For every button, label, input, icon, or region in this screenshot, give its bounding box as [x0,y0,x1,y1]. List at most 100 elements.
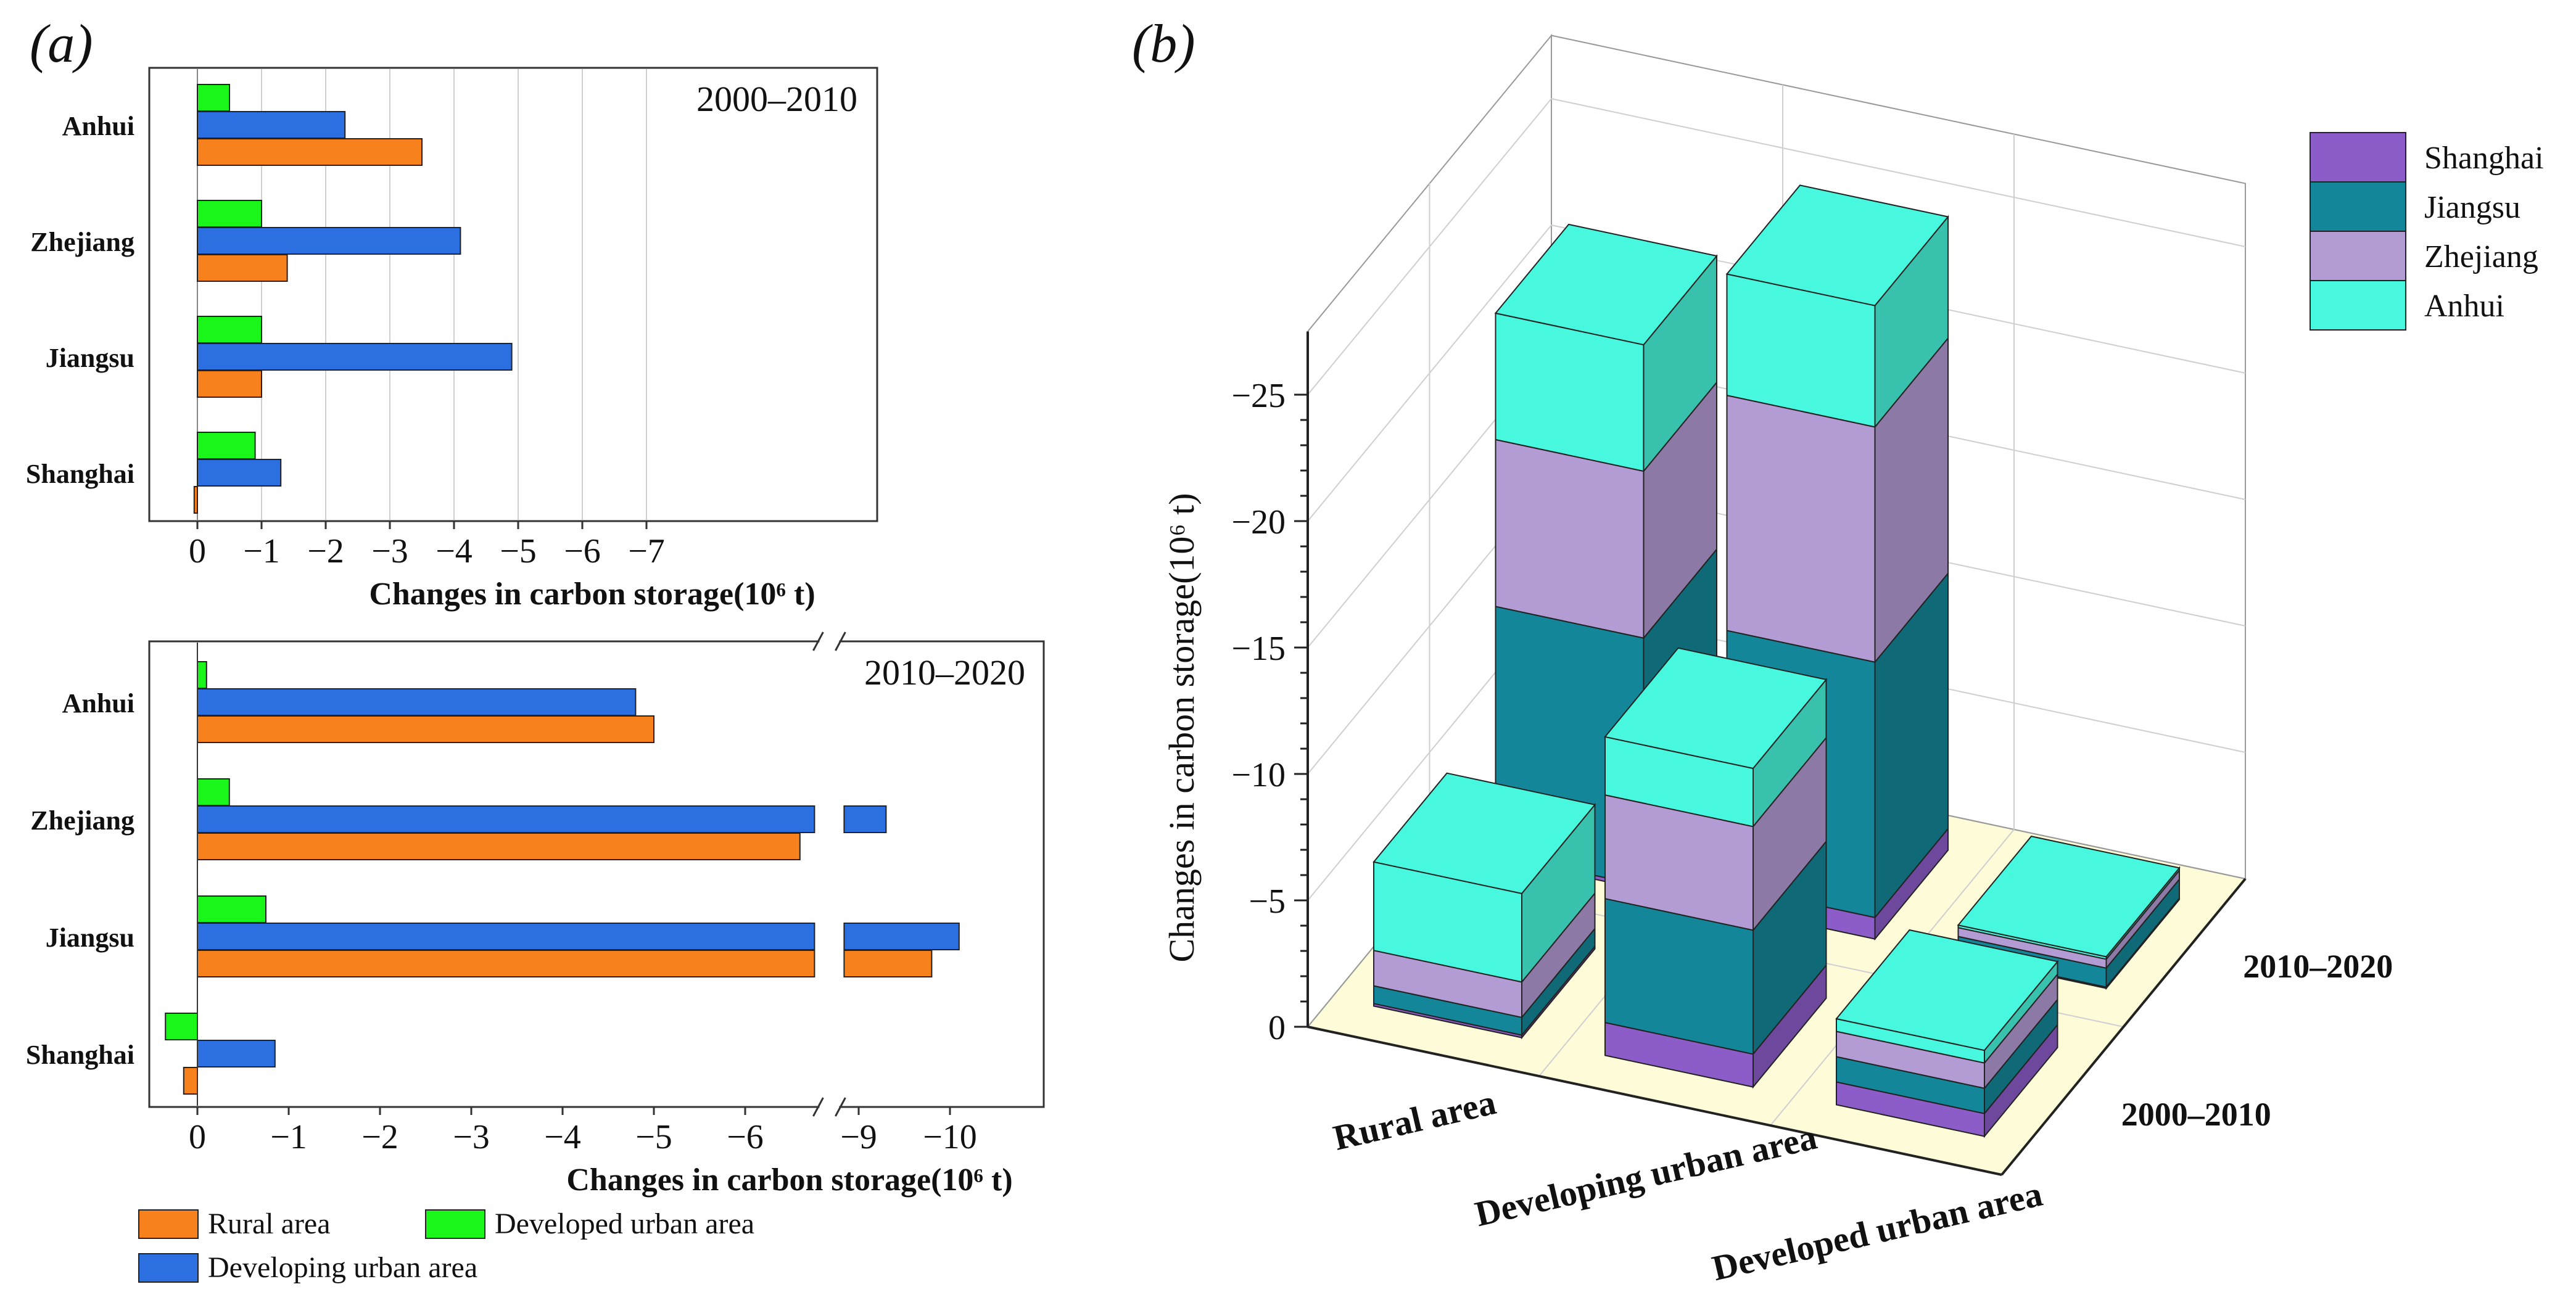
x-tick-label: −9 [840,1118,877,1156]
axis-break-gap-top [819,634,840,650]
z-axis-title-3d: Changes in carbon storage(10⁶ t) [1162,493,1202,962]
axis-break-mark-top [835,631,846,651]
bar-top-rural-area-2000-2010 [1373,772,1596,895]
bar-developing-urban-area-jiangsu [197,343,513,371]
legend-label-jiangsu: Jiangsu [2424,190,2520,225]
bar-rural-area-anhui [197,715,654,743]
axis-break-mark [812,1097,824,1117]
bar-developing-urban-area-jiangsu-part1 [197,923,815,950]
bar-rural-area-anhui [197,138,423,166]
bar-rural-area-jiangsu [197,370,262,398]
x-tick-label: −1 [270,1118,307,1156]
axis-break-mark-top [812,631,824,651]
z-tick-label: −5 [1249,882,1286,921]
stack-rural-area-2000-2010 [1373,772,1596,1040]
category-label-zhejiang: Zhejiang [30,227,134,257]
panel-label-b: (b) [1132,14,1195,74]
legend-label-shanghai: Shanghai [2424,141,2544,176]
bar-segment-zhejiang-developing-urban-area-2010-2020-front [1726,394,1876,663]
bar-developed-urban-area-zhejiang [197,778,230,806]
bar-developing-urban-area-zhejiang-part1 [197,805,815,833]
legend-swatch-developing-urban-area [138,1253,199,1283]
x-tick-label: −4 [544,1118,581,1156]
x-tick-label: −5 [635,1118,672,1156]
chart-2000-2010: 0 −1 −2 −3 −4 −5 −6 −7 Anhui Zhejiang Jiangsu Shan… [26,67,878,612]
legend-label-anhui: Anhui [2424,289,2504,324]
x-tick-label: −2 [307,532,344,570]
category-label-anhui: Anhui [62,111,134,141]
bar-developed-urban-area-jiangsu [197,895,266,923]
z-tick-label: −25 [1231,377,1286,415]
chart-2010-2020: 0 −1 −2 −3 −4 −5 −6 −9 −10 Anhui Zhejiang Jiangsu S… [26,631,1045,1198]
x-tick-label: −5 [500,532,537,570]
category-label-rural-area: Rural area [1329,1082,1500,1158]
bar-rural-area-shanghai [183,1067,198,1095]
x-tick-label: −7 [628,532,665,570]
x-tick-label: 0 [189,532,206,570]
bar-top-developed-urban-area-2010-2020 [1957,836,2181,958]
category-label-developing-urban-area: Developing urban area [1471,1117,1820,1235]
bar-top-developing-urban-area-2000-2010 [1604,647,1828,770]
legend-swatch-anhui [2310,280,2406,331]
x-tick-label: 0 [189,1118,206,1156]
x-tick-label: −10 [923,1118,977,1156]
x-tick-label: −6 [727,1118,764,1156]
bar-developed-urban-area-shanghai [165,1013,199,1040]
bar-developing-urban-area-zhejiang [197,227,461,255]
period-axis [2000,878,2247,1176]
x-tick-label: −1 [243,532,280,570]
x-tick-label: −6 [564,532,601,570]
z-tick-label: 0 [1268,1009,1286,1047]
period-label-2010-2020: 2010–2020 [2243,948,2393,985]
legend-label-rural-area: Rural area [208,1207,331,1240]
category-label-jiangsu: Jiangsu [46,923,134,953]
legend-swatch-rural-area [138,1209,199,1239]
bar-developing-urban-area-shanghai [197,1040,276,1067]
legend-panel-b: Shanghai Jiangsu Zhejiang Anhui [2310,132,2544,331]
bar-developing-urban-area-zhejiang-part2 [843,805,887,833]
category-label-shanghai: Shanghai [26,459,134,489]
z-tick-label: −20 [1231,503,1286,541]
legend-swatch-developed-urban-area [425,1209,485,1239]
category-label-zhejiang: Zhejiang [30,805,134,836]
axis-break-gap [819,1099,840,1115]
legend-swatch-zhejiang [2310,231,2406,281]
legend-label-zhejiang: Zhejiang [2424,239,2538,274]
bar-developed-urban-area-anhui [197,661,207,689]
stack-developed-urban-area-2010-2020 [1957,836,2181,990]
bar-segment-zhejiang-rural-area-2010-2020-front [1495,438,1645,639]
bar-rural-area-jiangsu-part2 [843,950,933,977]
bar-top-rural-area-2010-2020 [1494,223,1718,346]
bar-rural-area-jiangsu-part1 [197,950,815,977]
x-tick-label: −3 [453,1118,490,1156]
bar-developed-urban-area-zhejiang [197,200,262,228]
legend-label-developing-urban-area: Developing urban area [208,1251,477,1284]
period-label-2000-2010: 2000–2010 [2121,1096,2271,1133]
bar-developing-urban-area-anhui [197,111,346,139]
z-tick-label: −10 [1231,756,1286,794]
category-label-jiangsu: Jiangsu [46,343,134,373]
panel-label-a: (a) [30,14,93,74]
legend-swatch-jiangsu [2310,181,2406,232]
bar-developed-urban-area-anhui [197,84,230,112]
category-label-developed-urban-area: Developed urban area [1708,1174,2046,1288]
legend-label-developed-urban-area: Developed urban area [495,1207,754,1240]
category-label-anhui: Anhui [62,688,134,718]
period-label-2010-2020: 2010–2020 [864,652,1025,693]
legend-swatch-shanghai [2310,132,2406,183]
chart-frame-2000-2010 [148,67,878,522]
bar-top-developed-urban-area-2000-2010 [1835,929,2059,1051]
legend-panel-a: Rural area Developed urban area Developing… [138,1207,754,1284]
bar-rural-area-zhejiang [197,833,801,860]
stack-developed-urban-area-2000-2010 [1835,929,2059,1138]
stack-developing-urban-area-2000-2010 [1604,647,1828,1089]
bar-top-developing-urban-area-2010-2020 [1725,184,1949,306]
bar-developing-urban-area-shanghai [197,459,282,487]
x-axis-title-2000-2010: Changes in carbon storage(10⁶ t) [369,577,815,612]
bar-developed-urban-area-shanghai [197,432,256,459]
bar-rural-area-shanghai [193,486,198,514]
bar-developed-urban-area-jiangsu [197,316,262,343]
axis-break-mark [835,1097,846,1117]
